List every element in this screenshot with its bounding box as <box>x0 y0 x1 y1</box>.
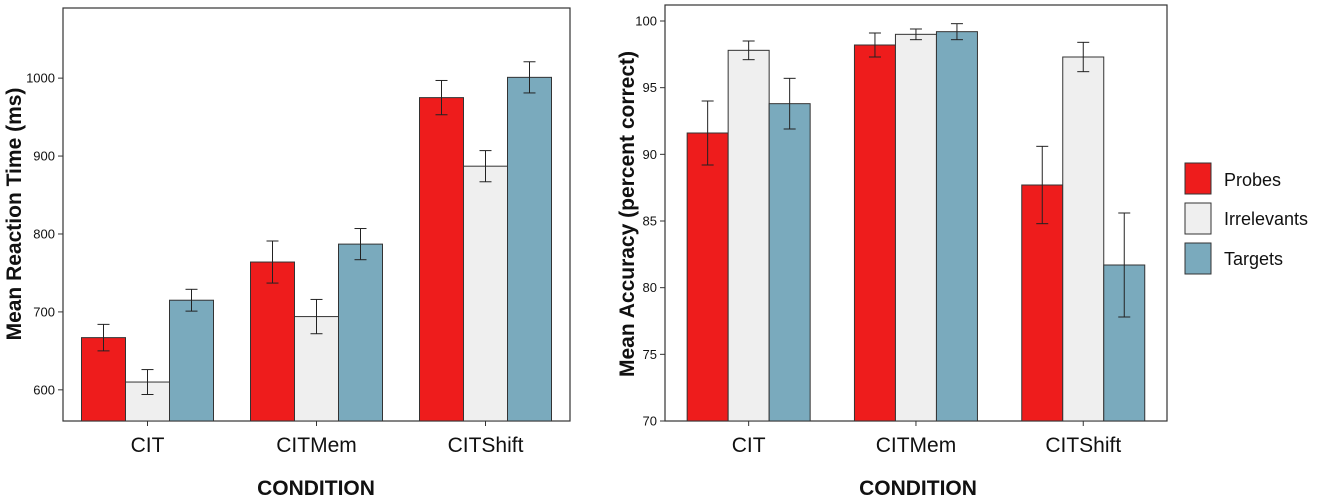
acc-bar-cit-targets <box>768 103 811 422</box>
acc-ytick-label: 100 <box>635 14 657 29</box>
acc-ytick-label: 85 <box>643 214 657 229</box>
rt-category-label-citmem: CITMem <box>276 434 357 457</box>
reaction-time-x-axis-title: CONDITION <box>257 477 375 500</box>
legend: Probes Irrelevants Targets <box>1184 162 1308 275</box>
rt-ytick-label: 700 <box>33 304 55 319</box>
acc-ytick-label: 90 <box>643 147 657 162</box>
acc-error-bar-citmem-targets <box>950 23 963 41</box>
rt-bar-citshift-irrelevants <box>463 165 508 422</box>
acc-bar-citmem-irrelevants <box>894 33 937 422</box>
rt-error-bar-cit-irrelevants <box>141 369 154 396</box>
rt-ytick-label: 1000 <box>26 71 55 86</box>
rt-ytick-label: 900 <box>33 149 55 164</box>
acc-error-bar-citmem-irrelevants <box>909 28 922 41</box>
rt-bar-cit-targets <box>169 299 214 422</box>
rt-bar-citmem-probes <box>250 261 295 422</box>
acc-error-bar-cit-targets <box>783 77 796 130</box>
reaction-time-chart: 600 700 800 900 1000 CIT CITMem CITShift CONDI… <box>3 7 571 500</box>
legend-swatch-probes <box>1184 162 1212 195</box>
rt-error-bar-citmem-targets <box>354 228 367 261</box>
acc-error-bar-cit-probes <box>701 100 714 166</box>
rt-error-bar-citshift-irrelevants <box>479 150 492 183</box>
accuracy-x-axis-title: CONDITION <box>859 477 977 500</box>
acc-category-label-citshift: CITShift <box>1045 434 1121 457</box>
accuracy-chart: 70 75 80 85 90 95 100 CIT CITMem CITShift CONDIT… <box>616 4 1168 500</box>
legend-label-irrelevants: Irrelevants <box>1224 209 1308 229</box>
rt-bar-citmem-targets <box>338 243 383 422</box>
reaction-time-x-axis: CIT CITMem CITShift <box>131 421 524 457</box>
reaction-time-y-axis-title: Mean Reaction Time (ms) <box>3 88 26 341</box>
accuracy-y-axis: 70 75 80 85 90 95 100 <box>635 14 665 429</box>
acc-ytick-label: 80 <box>643 280 657 295</box>
rt-ytick-label: 600 <box>33 382 55 397</box>
rt-category-label-citshift: CITShift <box>448 434 524 457</box>
accuracy-bars <box>686 23 1146 422</box>
reaction-time-bars <box>81 61 552 422</box>
rt-bar-citshift-targets <box>507 76 552 422</box>
acc-bar-citmem-probes <box>853 44 896 422</box>
legend-swatch-targets <box>1184 242 1212 275</box>
acc-error-bar-citshift-irrelevants <box>1077 41 1090 73</box>
acc-ytick-label: 95 <box>643 80 657 95</box>
acc-ytick-label: 70 <box>643 414 657 429</box>
acc-ytick-label: 75 <box>643 347 657 362</box>
acc-category-label-cit: CIT <box>732 434 766 457</box>
acc-error-bar-citmem-probes <box>868 32 881 58</box>
legend-swatch-irrelevants <box>1184 202 1212 235</box>
rt-error-bar-citshift-targets <box>523 61 536 94</box>
rt-error-bar-citmem-irrelevants <box>310 298 323 335</box>
rt-error-bar-cit-targets <box>185 288 198 312</box>
rt-bar-cit-probes <box>81 337 126 422</box>
acc-bar-cit-probes <box>686 132 729 422</box>
legend-label-probes: Probes <box>1224 170 1281 190</box>
acc-error-bar-citshift-probes <box>1036 145 1049 225</box>
rt-error-bar-citshift-probes <box>435 79 448 116</box>
acc-bar-cit-irrelevants <box>727 49 770 422</box>
rt-category-label-cit: CIT <box>131 434 165 457</box>
rt-bar-citshift-probes <box>419 97 464 422</box>
rt-error-bar-citmem-probes <box>266 240 279 284</box>
legend-label-targets: Targets <box>1224 249 1283 269</box>
acc-bar-citmem-targets <box>935 31 978 422</box>
rt-error-bar-cit-probes <box>97 323 110 352</box>
accuracy-y-axis-title: Mean Accuracy (percent correct) <box>616 51 639 377</box>
acc-bar-citshift-irrelevants <box>1062 56 1105 422</box>
acc-category-label-citmem: CITMem <box>876 434 957 457</box>
acc-error-bar-cit-irrelevants <box>742 40 755 61</box>
acc-error-bar-citshift-targets <box>1118 212 1131 318</box>
accuracy-x-axis: CIT CITMem CITShift <box>732 421 1121 457</box>
reaction-time-y-axis: 600 700 800 900 1000 <box>26 71 63 397</box>
rt-ytick-label: 800 <box>33 226 55 241</box>
